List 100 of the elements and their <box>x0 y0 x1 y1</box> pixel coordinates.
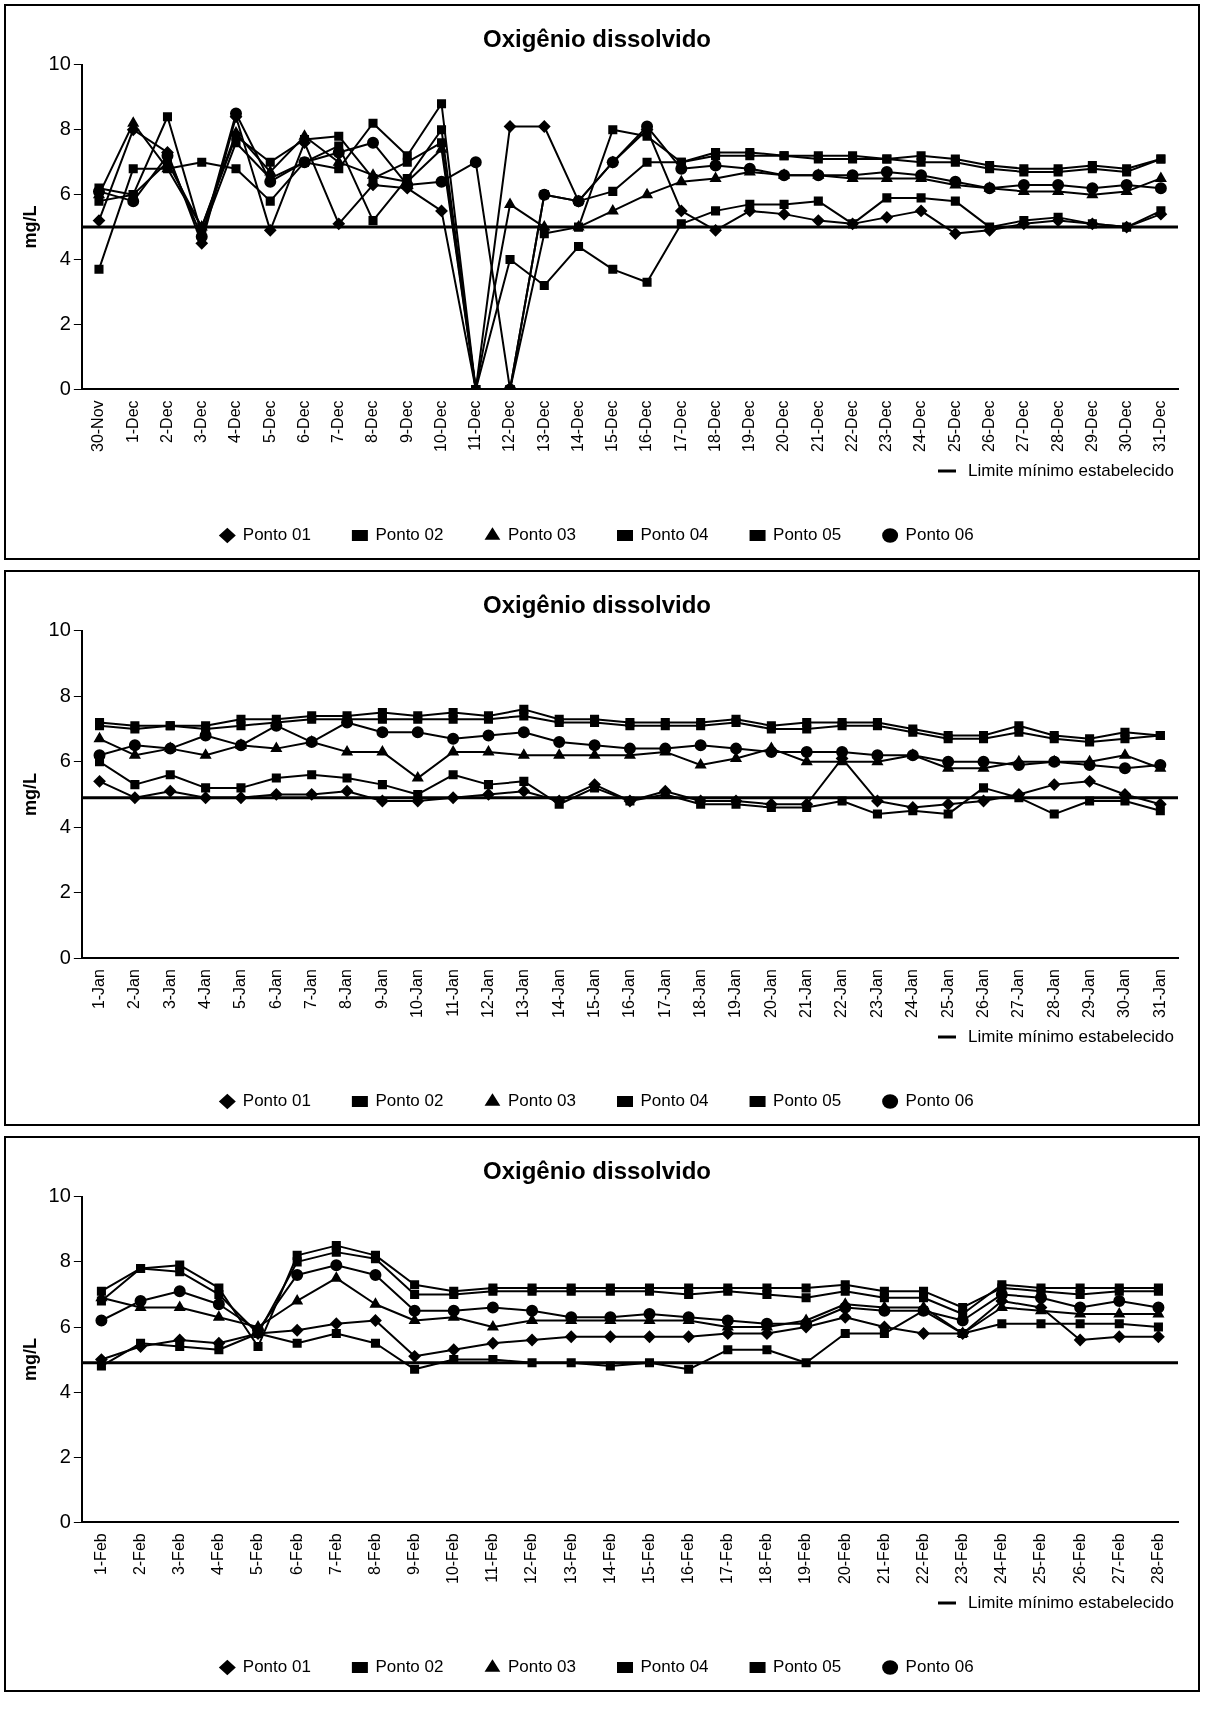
legend-label: Ponto 06 <box>905 525 974 545</box>
y-tick-label: 6 <box>59 1314 71 1337</box>
legend-label: Limite mínimo estabelecido <box>968 460 1174 480</box>
x-tick-label: 29-Dec <box>1082 400 1100 452</box>
x-tick-label: 28-Jan <box>1044 969 1062 1018</box>
x-tick-label: 17-Jan <box>655 969 673 1018</box>
y-tick-label: 0 <box>59 1509 71 1532</box>
y-tick-label: 2 <box>59 880 71 903</box>
legend-label: Ponto 04 <box>640 525 709 545</box>
y-axis-title: mg/L <box>19 1338 40 1382</box>
x-tick-label: 5-Dec <box>260 400 278 444</box>
y-tick-label: 6 <box>59 749 71 772</box>
x-tick-label: 16-Feb <box>679 1533 697 1585</box>
x-tick-label: 14-Jan <box>549 969 567 1018</box>
x-tick-label: 3-Jan <box>160 969 178 1010</box>
x-tick-label: 1-Jan <box>89 969 107 1010</box>
y-tick-label: 4 <box>59 1379 71 1402</box>
x-tick-label: 22-Jan <box>832 969 850 1018</box>
x-tick-label: 13-Dec <box>534 400 552 452</box>
x-tick-label: 23-Feb <box>953 1533 971 1585</box>
legend-label: Ponto 02 <box>375 1091 444 1111</box>
x-tick-label: 18-Feb <box>757 1533 775 1585</box>
x-tick-label: 4-Jan <box>196 969 214 1010</box>
legend-label: Ponto 05 <box>773 1091 842 1111</box>
x-tick-label: 25-Feb <box>1031 1533 1049 1585</box>
x-tick-label: 22-Dec <box>842 400 860 452</box>
x-tick-label: 21-Feb <box>874 1533 892 1585</box>
x-tick-label: 15-Jan <box>584 969 602 1018</box>
x-tick-label: 20-Feb <box>835 1533 853 1585</box>
legend-label: Ponto 02 <box>375 1657 444 1677</box>
x-tick-label: 12-Dec <box>500 400 518 452</box>
x-tick-label: 24-Dec <box>911 400 929 452</box>
x-tick-label: 15-Dec <box>603 400 621 452</box>
x-tick-label: 20-Dec <box>774 400 792 452</box>
x-tick-label: 16-Dec <box>637 400 655 452</box>
legend-label: Ponto 06 <box>905 1091 974 1111</box>
y-tick-label: 10 <box>48 52 71 75</box>
x-tick-label: 17-Dec <box>671 400 689 452</box>
x-tick-label: 8-Jan <box>337 969 355 1010</box>
y-tick-label: 4 <box>59 814 71 837</box>
x-tick-label: 8-Dec <box>363 400 381 444</box>
x-tick-label: 16-Jan <box>620 969 638 1018</box>
x-tick-label: 7-Dec <box>329 400 347 444</box>
x-tick-label: 29-Jan <box>1080 969 1098 1018</box>
x-tick-label: 19-Jan <box>726 969 744 1018</box>
x-tick-label: 23-Jan <box>867 969 885 1018</box>
x-tick-label: 10-Feb <box>444 1533 462 1585</box>
y-tick-label: 2 <box>59 1444 71 1467</box>
x-tick-label: 7-Feb <box>326 1533 344 1576</box>
x-tick-label: 2-Dec <box>157 400 175 444</box>
legend-label: Limite mínimo estabelecido <box>968 1026 1174 1046</box>
x-tick-label: 10-Dec <box>431 400 449 452</box>
x-tick-label: 21-Jan <box>797 969 815 1018</box>
legend-label: Ponto 03 <box>507 1091 576 1111</box>
chart-title: Oxigênio dissolvido <box>482 1157 712 1185</box>
y-tick-label: 10 <box>48 1184 71 1207</box>
x-tick-label: 14-Feb <box>600 1533 618 1585</box>
x-tick-label: 25-Jan <box>938 969 956 1018</box>
x-tick-label: 30-Jan <box>1115 969 1133 1018</box>
x-tick-label: 23-Dec <box>877 400 895 452</box>
x-tick-label: 31-Dec <box>1151 400 1169 452</box>
legend-label: Ponto 05 <box>773 525 842 545</box>
x-tick-label: 9-Feb <box>405 1533 423 1576</box>
x-tick-label: 15-Feb <box>639 1533 657 1585</box>
y-tick-label: 10 <box>48 618 71 641</box>
x-tick-label: 5-Feb <box>248 1533 266 1576</box>
x-tick-label: 19-Feb <box>796 1533 814 1585</box>
x-tick-label: 27-Dec <box>1014 400 1032 452</box>
legend-label: Ponto 04 <box>640 1091 709 1111</box>
x-tick-label: 1-Feb <box>91 1533 109 1576</box>
legend-label: Ponto 03 <box>507 1657 576 1677</box>
legend-label: Limite mínimo estabelecido <box>968 1592 1174 1612</box>
x-tick-label: 3-Dec <box>192 400 210 444</box>
x-tick-label: 28-Dec <box>1048 400 1066 452</box>
x-tick-label: 27-Jan <box>1009 969 1027 1018</box>
x-tick-label: 18-Jan <box>691 969 709 1018</box>
legend-label: Ponto 05 <box>773 1657 842 1677</box>
y-axis-title: mg/L <box>19 772 40 816</box>
x-tick-label: 11-Dec <box>466 400 484 451</box>
x-tick-label: 26-Feb <box>1070 1533 1088 1585</box>
y-tick-label: 0 <box>59 376 71 399</box>
y-tick-label: 6 <box>59 182 71 205</box>
x-tick-label: 7-Jan <box>302 969 320 1010</box>
y-tick-label: 8 <box>59 1249 71 1272</box>
x-tick-label: 24-Feb <box>992 1533 1010 1585</box>
x-tick-label: 31-Jan <box>1150 969 1168 1018</box>
x-tick-label: 24-Jan <box>903 969 921 1018</box>
x-tick-label: 2-Jan <box>125 969 143 1010</box>
x-tick-label: 28-Feb <box>1148 1533 1166 1585</box>
y-tick-label: 8 <box>59 117 71 140</box>
x-tick-label: 27-Feb <box>1109 1533 1127 1585</box>
x-tick-label: 4-Dec <box>226 400 244 444</box>
x-tick-label: 30-Nov <box>89 400 107 452</box>
x-tick-label: 17-Feb <box>718 1533 736 1585</box>
x-tick-label: 26-Dec <box>980 400 997 452</box>
x-tick-label: 19-Dec <box>740 400 758 452</box>
chart-title: Oxigênio dissolvido <box>482 25 712 53</box>
legend-label: Ponto 01 <box>242 1657 311 1677</box>
x-tick-label: 1-Dec <box>123 400 141 444</box>
x-tick-label: 6-Feb <box>287 1533 305 1576</box>
